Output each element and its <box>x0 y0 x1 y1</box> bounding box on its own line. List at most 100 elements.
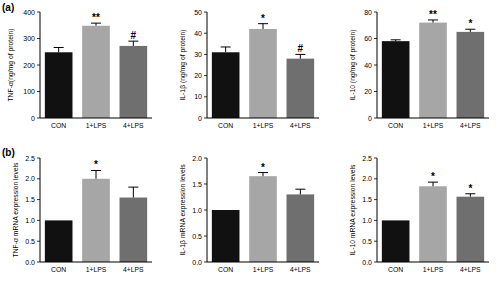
x-axis <box>377 262 489 263</box>
y-axis-label: TNF-α mRNA expression levels <box>12 162 20 258</box>
y-axis <box>377 12 378 118</box>
y-axis-label: IL-1β (ng/mg of protein) <box>179 29 187 100</box>
y-tick-label: 1.0 <box>25 217 35 224</box>
y-axis <box>40 12 41 118</box>
y-tick-label: 0 <box>31 115 35 122</box>
x-tick-label: 1+LPS <box>423 122 444 129</box>
bar <box>382 220 410 262</box>
y-tick-label: 100 <box>23 88 35 95</box>
error-bar <box>428 20 438 23</box>
significance-marker: * <box>468 183 472 194</box>
y-tick-label: 200 <box>23 62 35 69</box>
y-tick-label: 1.5 <box>25 196 35 203</box>
bar <box>212 210 240 262</box>
x-tick-label: 1+LPS <box>253 266 274 273</box>
bar <box>120 198 148 262</box>
y-axis <box>40 158 41 262</box>
error-bar <box>258 24 268 29</box>
panel: 020406080IL-10 (ng/mg of protein)CON1+LP… <box>349 9 489 130</box>
x-axis <box>207 118 319 119</box>
panel: (b)0.00.51.01.52.02.5TNF-α mRNA expressi… <box>2 147 152 273</box>
error-bar <box>295 54 305 58</box>
significance-marker: ** <box>92 12 100 23</box>
significance-marker: * <box>261 13 265 24</box>
x-tick-label: 4+LPS <box>123 122 144 129</box>
y-tick-label: 40 <box>194 30 202 37</box>
x-tick-label: 1+LPS <box>423 266 444 273</box>
significance-marker: * <box>261 162 265 173</box>
bar <box>287 59 315 118</box>
bar <box>120 46 148 118</box>
bar <box>419 186 447 262</box>
x-axis <box>40 118 152 119</box>
panel: 0.00.51.01.52.0IL-1β mRNA expression lev… <box>179 155 319 274</box>
bar <box>82 26 110 118</box>
y-tick-label: 0.0 <box>192 259 202 266</box>
y-tick-label: 0.5 <box>25 238 35 245</box>
error-bar <box>391 40 401 41</box>
bars <box>212 173 314 262</box>
y-axis <box>207 158 208 262</box>
error-bar <box>465 194 475 197</box>
significance-marker: # <box>298 43 304 54</box>
y-axis <box>377 158 378 262</box>
y-tick-label: 60 <box>364 35 372 42</box>
bars <box>45 170 147 262</box>
y-tick-label: 1.0 <box>192 207 202 214</box>
error-bar <box>54 48 64 53</box>
x-tick-label: 1+LPS <box>86 266 107 273</box>
significance-marker: ** <box>429 9 437 20</box>
x-tick-label: CON <box>388 122 403 129</box>
x-tick-label: 1+LPS <box>86 122 107 129</box>
significance-marker: * <box>431 171 435 182</box>
error-bar <box>128 187 138 197</box>
y-tick-label: 2.0 <box>192 155 202 162</box>
y-axis-label: IL-10 (ng/mg of protein) <box>349 29 357 100</box>
y-axis-label: TNF-α(ng/mg of protein) <box>7 28 15 101</box>
bar <box>287 194 315 262</box>
y-tick-label: 30 <box>194 51 202 58</box>
significance-marker: # <box>131 30 137 41</box>
x-tick-label: CON <box>388 266 403 273</box>
bar <box>45 220 73 262</box>
bar <box>249 176 277 262</box>
bars <box>382 182 484 262</box>
bar <box>419 23 447 118</box>
y-tick-label: 2.0 <box>25 175 35 182</box>
y-tick-label: 400 <box>23 9 35 16</box>
y-tick-label: 50 <box>194 9 202 16</box>
y-tick-label: 1.0 <box>362 217 372 224</box>
x-axis <box>207 262 319 263</box>
error-bar <box>91 23 101 26</box>
x-axis <box>377 118 489 119</box>
x-tick-label: 4+LPS <box>460 266 481 273</box>
y-tick-label: 0.5 <box>362 238 372 245</box>
y-tick-label: 300 <box>23 35 35 42</box>
x-tick-label: CON <box>218 266 233 273</box>
significance-marker: * <box>468 18 472 29</box>
x-tick-label: 4+LPS <box>460 122 481 129</box>
y-tick-label: 0 <box>198 115 202 122</box>
y-axis <box>207 12 208 118</box>
x-tick-label: 1+LPS <box>253 122 274 129</box>
y-tick-label: 0.0 <box>25 259 35 266</box>
error-bar <box>465 29 475 32</box>
x-tick-label: 4+LPS <box>123 266 144 273</box>
y-tick-label: 80 <box>364 9 372 16</box>
bar <box>82 179 110 262</box>
y-tick-label: 20 <box>194 72 202 79</box>
x-tick-label: CON <box>51 266 66 273</box>
y-tick-label: 0 <box>368 115 372 122</box>
y-tick-label: 40 <box>364 62 372 69</box>
y-axis-label: IL-1β mRNA expression levels <box>179 164 187 256</box>
bar <box>249 29 277 118</box>
y-tick-label: 0.5 <box>192 233 202 240</box>
y-tick-label: 10 <box>194 93 202 100</box>
error-bar <box>221 47 231 52</box>
panel: 01020304050IL-1β (ng/mg of protein)CON1+… <box>179 9 319 130</box>
bars <box>212 24 314 118</box>
x-axis <box>40 262 152 263</box>
error-bar <box>428 182 438 186</box>
bars <box>45 23 147 118</box>
bars <box>382 20 484 118</box>
